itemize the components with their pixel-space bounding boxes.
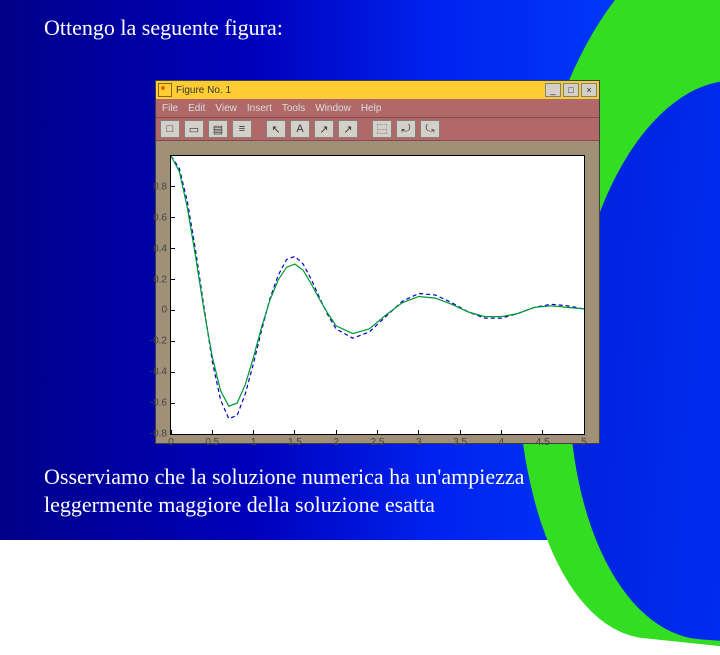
arrow-icon[interactable]: ↗ <box>314 120 334 138</box>
maximize-button[interactable]: □ <box>563 83 579 97</box>
menu-view[interactable]: View <box>215 103 237 114</box>
menu-help[interactable]: Help <box>361 103 382 114</box>
series-exact <box>171 156 584 406</box>
text-icon[interactable]: A <box>290 120 310 138</box>
menu-tools[interactable]: Tools <box>282 103 305 114</box>
xtick-label: 0 <box>168 437 174 448</box>
ytick-label: 0.4 <box>141 243 167 254</box>
ytick-label: 0.2 <box>141 274 167 285</box>
xtick-label: 3 <box>416 437 422 448</box>
menu-window[interactable]: Window <box>315 103 351 114</box>
minimize-button[interactable]: _ <box>545 83 561 97</box>
line-icon[interactable]: ↗ <box>338 120 358 138</box>
axes: -0.8-0.6-0.4-0.200.20.40.60.800.511.522.… <box>170 155 585 435</box>
xtick-label: 4 <box>499 437 505 448</box>
pointer-icon[interactable]: ↖ <box>266 120 286 138</box>
figure-window: Figure No. 1 _ □ × File Edit View Insert… <box>155 80 600 444</box>
menu-file[interactable]: File <box>162 103 178 114</box>
zoom-in-icon[interactable]: ⿱ <box>372 120 392 138</box>
xtick-label: 2.5 <box>371 437 385 448</box>
caption-bottom: Osserviamo che la soluzione numerica ha … <box>44 463 584 518</box>
xtick-label: 1.5 <box>288 437 302 448</box>
chart-lines <box>171 156 584 434</box>
ytick-label: 0.8 <box>141 181 167 192</box>
menu-edit[interactable]: Edit <box>188 103 205 114</box>
toolbar: □ ▭ ▤ ≡ ↖ A ↗ ↗ ⿱ ⤾ ⤿ <box>156 117 599 141</box>
xtick-label: 5 <box>581 437 587 448</box>
window-title: Figure No. 1 <box>176 85 231 96</box>
titlebar[interactable]: Figure No. 1 _ □ × <box>156 81 599 99</box>
caption-top: Ottengo la seguente figura: <box>44 14 283 42</box>
zoom-out-icon[interactable]: ⤾ <box>396 120 416 138</box>
ytick-label: 0 <box>141 305 167 316</box>
app-icon <box>158 83 172 97</box>
xtick-label: 2 <box>333 437 339 448</box>
new-icon[interactable]: □ <box>160 120 180 138</box>
rotate-icon[interactable]: ⤿ <box>420 120 440 138</box>
xtick-label: 3.5 <box>453 437 467 448</box>
ytick-label: 0.6 <box>141 212 167 223</box>
xtick-label: 1 <box>251 437 257 448</box>
xtick-label: 4.5 <box>536 437 550 448</box>
open-icon[interactable]: ▭ <box>184 120 204 138</box>
print-icon[interactable]: ≡ <box>232 120 252 138</box>
ytick-label: -0.2 <box>141 336 167 347</box>
ytick-label: -0.8 <box>141 429 167 440</box>
menubar: File Edit View Insert Tools Window Help <box>156 99 599 117</box>
ytick-label: -0.6 <box>141 398 167 409</box>
xtick-label: 0.5 <box>205 437 219 448</box>
close-button[interactable]: × <box>581 83 597 97</box>
plot-area: -0.8-0.6-0.4-0.200.20.40.60.800.511.522.… <box>156 141 599 443</box>
save-icon[interactable]: ▤ <box>208 120 228 138</box>
ytick-label: -0.4 <box>141 367 167 378</box>
menu-insert[interactable]: Insert <box>247 103 272 114</box>
series-numeric <box>171 156 584 419</box>
